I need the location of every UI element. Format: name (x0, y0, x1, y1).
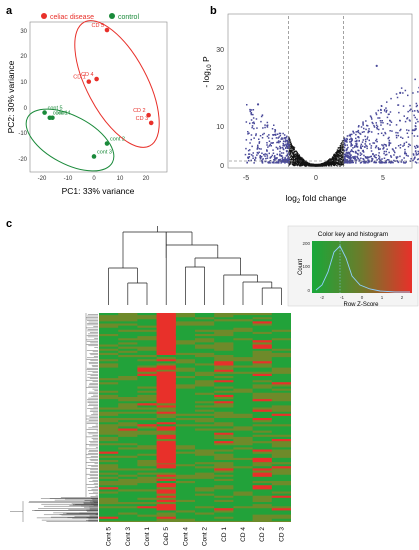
pca-point (91, 154, 97, 159)
panel-label-c: c (6, 218, 12, 230)
pca-point-label: CD 4 (81, 72, 94, 78)
legend-dot-control (109, 13, 115, 19)
pca-xtick: -20 (38, 176, 47, 182)
color-key-xtick: -1 (340, 295, 344, 300)
pca-plot: celiac disease control 30 20 10 0 -10 -2… (6, 13, 168, 196)
heatmap-grid (99, 313, 291, 522)
volcano-ytick: 30 (216, 47, 224, 54)
color-key-xtick: -2 (320, 295, 324, 300)
heatmap-column-label: Cont 5 (106, 527, 113, 547)
pca-point-label: cont 5 (48, 106, 63, 112)
heatmap-column-label: CD 1 (221, 527, 228, 542)
color-key-xtick: 1 (381, 295, 384, 300)
color-key-ytick: 0 (307, 288, 310, 293)
heatmap-block (156, 442, 176, 464)
heatmap-column-labels: Cont 5 Cont 3 Cont 1 CeD 5 Cont 4 Cont 2 CD 1 C… (106, 527, 286, 547)
volcano-plot: 30 20 10 0 -5 0 5 log2 fold change - log… (201, 13, 419, 205)
heatmap-column-label: CeD 5 (163, 527, 170, 546)
color-key-xlabel: Row Z-Score (343, 302, 379, 308)
pca-point (104, 141, 110, 146)
heatmap-block (156, 313, 176, 351)
volcano-xtick: -5 (243, 175, 249, 182)
pca-point (94, 76, 99, 82)
pca-xtick: -10 (64, 176, 73, 182)
pca-point (148, 120, 154, 126)
volcano-frame (227, 13, 413, 169)
color-key-ytick: 100 (302, 264, 310, 269)
pca-point (50, 115, 55, 121)
heatmap-column-label: CD 4 (240, 527, 247, 542)
volcano-ylabel: - log10 P (201, 56, 213, 88)
pca-point-label: CD 1 (73, 75, 86, 81)
control-ellipse (25, 108, 115, 172)
volcano-points-significant (244, 78, 419, 164)
heatmap-panel: Cont 5 Cont 3 Cont 1 CeD 5 Cont 4 Cont 2 CD 1 C… (10, 225, 419, 547)
pca-point (146, 112, 151, 118)
volcano-threshold-lines (229, 16, 411, 167)
pca-point (42, 110, 47, 115)
pca-ytick: -20 (18, 157, 27, 163)
row-dendrogram-branches (10, 312, 98, 522)
legend-label-control: control (118, 14, 139, 21)
heatmap-column-label: Cont 4 (182, 527, 189, 547)
heatmap-column-label: CD 3 (278, 527, 285, 542)
heatmap-block (175, 427, 195, 445)
column-dendrogram (108, 226, 282, 305)
volcano-outlier (375, 64, 378, 67)
heatmap-column-label: CD 2 (259, 527, 266, 542)
color-key: Color key and histogram 200 100 0 -2 -1 … (287, 225, 419, 308)
heatmap-column-label: Cont 1 (144, 527, 151, 547)
color-key-ytick: 200 (302, 241, 310, 246)
pca-point-label: cont 3 (97, 149, 112, 155)
pca-point-label: cont 4 (55, 111, 70, 117)
color-key-xtick: 0 (361, 295, 364, 300)
volcano-points (244, 64, 419, 167)
heatmap-block (156, 371, 176, 401)
pca-ytick: 0 (24, 106, 28, 112)
volcano-xtick: 0 (314, 175, 318, 182)
volcano-outlier (256, 103, 260, 106)
pca-ylabel: PC2: 30% variance (6, 60, 16, 133)
volcano-xlabel: log2 fold change (285, 193, 346, 205)
volcano-ytick: 10 (216, 124, 224, 131)
pca-point-label: cont 2 (110, 137, 125, 143)
pca-xtick: 0 (92, 176, 96, 182)
legend-dot-celiac (41, 13, 47, 19)
color-key-histogram (315, 245, 410, 293)
celiac-ellipse (74, 20, 160, 148)
pca-xlabel: PC1: 33% variance (62, 186, 135, 196)
pca-point (86, 79, 92, 84)
volcano-ytick: 20 (216, 85, 224, 92)
volcano-ytick: 0 (220, 163, 224, 170)
pca-point (104, 27, 110, 33)
heatmap-column-label: Cont 2 (202, 527, 209, 547)
pca-xtick: 20 (143, 176, 150, 182)
volcano-outlier (399, 91, 402, 94)
pca-point-label: cont 1 (53, 111, 68, 117)
pca-point-label: CD 2 (133, 108, 146, 114)
pca-xtick: 10 (117, 176, 124, 182)
pca-ytick: 10 (20, 80, 27, 86)
row-dendrogram (10, 312, 98, 522)
volcano-points-nonsignificant (288, 136, 345, 167)
color-key-xtick: 2 (401, 295, 404, 300)
heatmap-column-label: Cont 3 (125, 527, 132, 547)
color-key-title: Color key and histogram (318, 231, 388, 238)
panel-label-b: b (210, 5, 217, 17)
pca-ytick: -10 (18, 131, 27, 137)
heatmap-low-cells (99, 313, 291, 521)
volcano-xtick: 5 (381, 175, 385, 182)
color-key-ylabel: Count (298, 259, 304, 275)
pca-point-label: CD 3 (136, 116, 149, 122)
legend-label-celiac: celiac disease (50, 14, 94, 21)
color-key-gradient (312, 241, 412, 293)
panel-label-a: a (6, 5, 13, 17)
pca-ytick: 20 (20, 54, 27, 60)
pca-ytick: 30 (20, 29, 27, 35)
pca-point-label: CD 5 (91, 23, 104, 29)
